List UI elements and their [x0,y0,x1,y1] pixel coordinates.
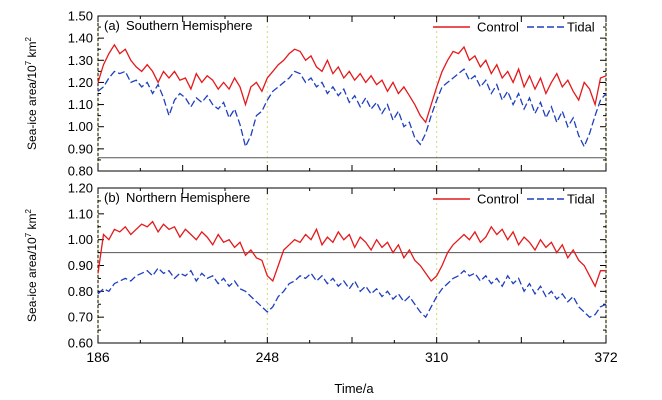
y-tick-label: 0.70 [68,310,93,325]
y-tick-label: 1.20 [68,181,93,196]
legend: Control Tidal [433,192,595,207]
y-tick-label: 0.90 [68,258,93,273]
x-tick-label: 248 [256,349,280,365]
y-tick-label: 1.10 [68,97,93,112]
panel-title: Northern Hemisphere [126,190,250,205]
y-tick-label: 1.40 [68,31,93,46]
y-axis-label: Sea-ice area/107 km2 [24,36,39,150]
x-tick-label: 310 [425,349,449,365]
panel-southern-hemisphere: 0.80 0.90 1.00 1.10 1.20 1.30 1.40 1.50 Sea-ice … [24,9,607,179]
y-tick-label: 1.20 [68,75,93,90]
panel-label: (b) [104,190,120,205]
y-tick-label: 0.60 [68,336,93,351]
panel-northern-hemisphere: 0.60 0.70 0.80 0.90 1.00 1.10 1.20 186 248 310 372… [24,181,618,366]
legend-label-tidal: Tidal [567,192,595,207]
panel-title: Southern Hemisphere [126,18,252,33]
y-tick-label: 0.80 [68,164,93,179]
plot-frame [97,187,607,344]
series-line-tidal-northern [97,267,607,319]
y-tick-label: 1.10 [68,206,93,221]
y-tick-label: 0.80 [68,284,93,299]
x-tick-label: 186 [86,349,110,365]
series-line-control-southern [97,43,607,124]
legend-label-control: Control [477,192,519,207]
y-tick-label: 1.30 [68,53,93,68]
panel-label: (a) [104,18,120,33]
x-tick-label: 372 [594,349,618,365]
series-line-control-northern [97,220,606,288]
y-axis-label: Sea-ice area/107 km2 [24,208,39,322]
y-tick-label: 1.00 [68,232,93,247]
y-tick-label: 1.50 [68,9,93,24]
plot-frame [97,15,607,172]
legend: Control Tidal [433,20,595,35]
legend-label-control: Control [477,20,519,35]
legend-label-tidal: Tidal [567,20,595,35]
x-axis-label: Time/a [334,381,374,396]
y-tick-label: 1.00 [68,119,93,134]
series-line-tidal-southern [97,68,607,149]
y-tick-label: 0.90 [68,141,93,156]
